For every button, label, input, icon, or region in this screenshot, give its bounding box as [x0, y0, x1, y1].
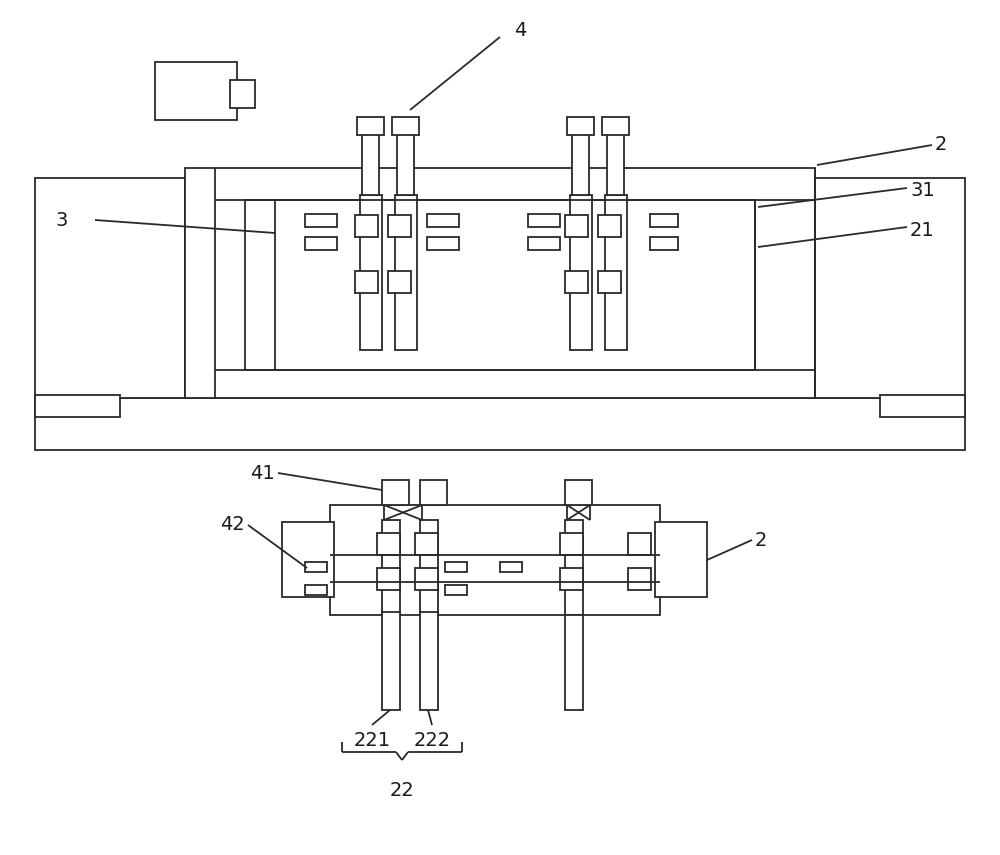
Text: 4: 4	[514, 21, 526, 39]
Bar	[565, 480, 592, 505]
Text: 221: 221	[353, 730, 391, 750]
Bar	[598, 271, 621, 293]
Bar	[815, 178, 965, 398]
Bar	[880, 395, 965, 417]
Bar	[570, 195, 592, 350]
Bar	[420, 480, 447, 505]
Text: 2: 2	[755, 530, 767, 550]
Bar	[628, 533, 651, 555]
Bar	[500, 562, 522, 572]
Bar	[185, 168, 815, 398]
Bar	[650, 237, 678, 250]
Bar	[655, 522, 707, 597]
Bar	[388, 215, 411, 237]
Bar	[420, 612, 438, 710]
Bar	[528, 214, 560, 227]
Bar	[245, 200, 755, 370]
Bar	[355, 215, 378, 237]
Bar	[377, 533, 400, 555]
Bar	[565, 215, 588, 237]
Bar	[382, 520, 400, 615]
Bar	[305, 585, 327, 595]
Text: 42: 42	[220, 516, 245, 534]
Bar	[305, 214, 337, 227]
Text: 222: 222	[413, 730, 451, 750]
Bar	[427, 214, 459, 227]
Bar	[360, 195, 382, 350]
Bar	[35, 398, 965, 450]
Bar	[598, 215, 621, 237]
Bar	[377, 568, 400, 590]
Bar	[607, 130, 624, 195]
Bar	[382, 612, 400, 710]
Bar	[560, 568, 583, 590]
Bar	[330, 505, 660, 615]
Bar	[565, 615, 583, 710]
Bar	[415, 568, 438, 590]
Bar	[650, 214, 678, 227]
Bar	[357, 117, 384, 135]
Bar	[397, 130, 414, 195]
Bar	[305, 237, 337, 250]
Bar	[392, 117, 419, 135]
Bar	[35, 178, 185, 398]
Bar	[445, 585, 467, 595]
Bar	[427, 237, 459, 250]
Bar	[155, 62, 237, 120]
Bar	[565, 520, 583, 615]
Bar	[528, 237, 560, 250]
Bar	[388, 271, 411, 293]
Bar	[445, 562, 467, 572]
Bar	[35, 395, 120, 417]
Bar	[415, 533, 438, 555]
Bar	[560, 533, 583, 555]
Bar	[282, 522, 334, 597]
Text: 31: 31	[910, 180, 935, 199]
Bar	[605, 195, 627, 350]
Text: 41: 41	[250, 463, 275, 482]
Bar	[305, 562, 327, 572]
Bar	[362, 130, 379, 195]
Bar	[230, 80, 255, 108]
Text: 21: 21	[910, 221, 935, 239]
Bar	[628, 568, 651, 590]
Bar	[355, 271, 378, 293]
Bar	[572, 130, 589, 195]
Text: 3: 3	[55, 210, 67, 229]
Text: 22: 22	[390, 781, 414, 799]
Bar	[382, 480, 409, 505]
Bar	[602, 117, 629, 135]
Bar	[395, 195, 417, 350]
Bar	[420, 520, 438, 615]
Bar	[567, 117, 594, 135]
Text: 2: 2	[935, 135, 947, 155]
Bar	[565, 271, 588, 293]
